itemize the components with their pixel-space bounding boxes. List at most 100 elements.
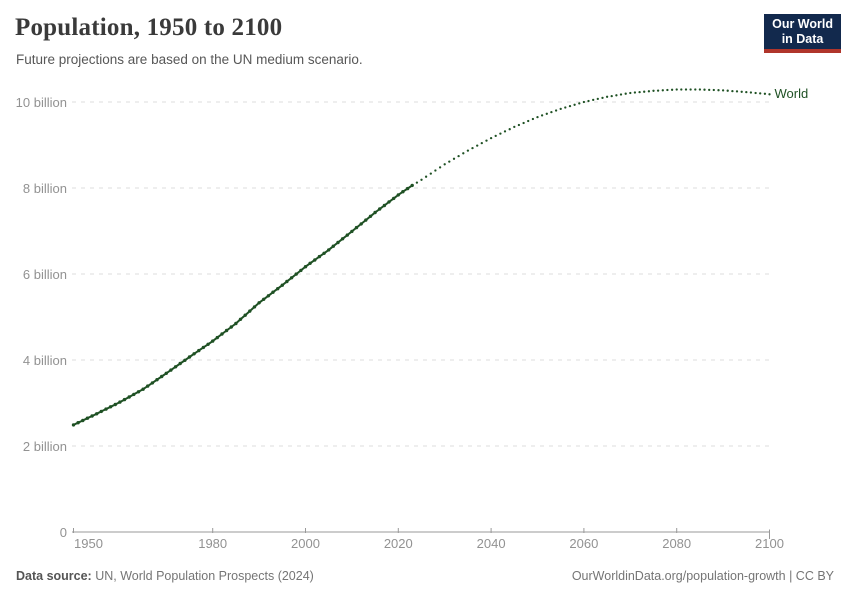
data-point (95, 412, 99, 416)
projection-point (735, 90, 739, 93)
projection-point (429, 172, 432, 175)
footer-link[interactable]: OurWorldinData.org/population-growth | C… (571, 569, 834, 583)
y-axis-tick-label-0: 0 (59, 524, 67, 540)
projection-point (619, 93, 623, 96)
projection-point (587, 99, 590, 103)
projection-point (573, 103, 576, 106)
data-point (299, 268, 303, 273)
projection-point (494, 134, 497, 138)
projection-point (527, 119, 530, 123)
data-point (396, 193, 400, 197)
data-point (238, 317, 243, 321)
projection-point (726, 89, 729, 92)
data-point (257, 301, 261, 305)
data-point (211, 339, 215, 343)
data-point (220, 332, 224, 336)
data-point (331, 244, 335, 248)
data-point (113, 402, 118, 407)
projection-point (462, 152, 465, 155)
projection-point (768, 93, 771, 96)
projection-point (708, 88, 711, 92)
projection-point (670, 88, 674, 91)
data-point (313, 258, 317, 262)
data-point (229, 325, 233, 329)
data-point (252, 305, 257, 309)
projection-point (466, 149, 470, 152)
projection-point (698, 88, 702, 91)
data-point (224, 328, 229, 333)
projection-point (568, 104, 572, 108)
data-point (364, 218, 368, 222)
projection-point (564, 106, 567, 109)
projection-point (517, 123, 521, 127)
projection-point (694, 88, 697, 91)
projection-point (605, 95, 609, 98)
data-point (322, 251, 326, 255)
projection-point (531, 117, 535, 121)
projection-point (601, 96, 604, 100)
data-point (345, 233, 349, 237)
data-point (262, 297, 266, 301)
projection-point (666, 88, 669, 92)
projection-point (513, 125, 516, 129)
projection-point (596, 97, 599, 101)
projection-point (731, 89, 734, 93)
data-point (368, 214, 373, 218)
projection-point (420, 178, 423, 181)
data-point (405, 186, 410, 191)
projection-point (554, 109, 558, 112)
projection-point (689, 88, 692, 91)
projection-point (638, 90, 641, 94)
data-point (215, 335, 219, 340)
projection-point (452, 157, 456, 160)
world-line-observed[interactable] (73, 184, 413, 426)
data-point (155, 378, 159, 382)
projection-point (480, 141, 483, 145)
projection-point (647, 90, 651, 93)
projection-point (476, 144, 479, 147)
data-point (327, 248, 331, 252)
projection-point (740, 90, 743, 93)
x-axis-tick-label-2080: 2080 (662, 536, 692, 551)
data-point (378, 207, 382, 211)
data-point (99, 409, 104, 414)
data-point (183, 358, 187, 362)
data-point (173, 365, 178, 369)
owid-logo-line1: Our World (772, 17, 833, 31)
data-point (266, 294, 271, 298)
data-point (285, 279, 289, 284)
data-point (150, 381, 155, 385)
projection-point (415, 181, 419, 184)
projection-point (652, 89, 655, 92)
projection-point (443, 163, 446, 166)
y-axis-tick-label-10: 10 billion (15, 94, 67, 110)
projection-point (643, 90, 646, 93)
projection-point (615, 94, 618, 97)
projection-point (749, 91, 753, 94)
data-point (289, 276, 294, 280)
projection-point (717, 89, 720, 92)
data-point (160, 374, 164, 379)
projection-point (745, 90, 748, 94)
projection-point (680, 88, 683, 91)
data-point (373, 210, 377, 215)
data-point (294, 272, 298, 276)
projection-point (759, 92, 762, 95)
projection-point (754, 91, 757, 95)
data-point (118, 400, 122, 404)
data-point (71, 423, 76, 427)
projection-point (633, 91, 637, 94)
series-label-world[interactable]: World (774, 86, 809, 102)
data-point (317, 254, 322, 259)
projection-point (624, 92, 627, 95)
projection-point (550, 110, 553, 114)
x-axis-tick-label-2020: 2020 (383, 536, 413, 551)
data-point (243, 313, 247, 317)
projection-point (559, 107, 562, 111)
data-point (90, 414, 94, 418)
data-point (271, 290, 275, 294)
owid-logo[interactable]: Our World in Data (764, 14, 841, 53)
projection-point (629, 91, 632, 95)
